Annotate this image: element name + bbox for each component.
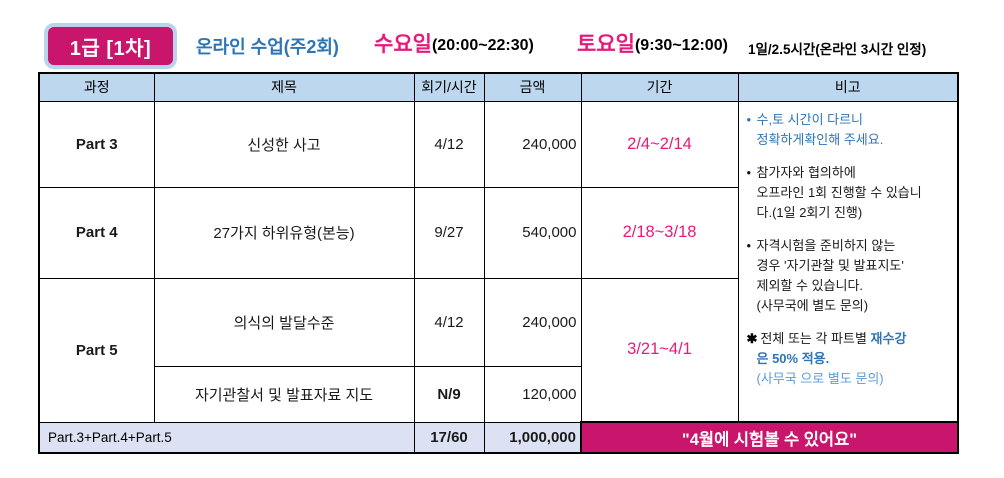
part3-sessions: 4/12: [413, 100, 485, 188]
column-header-price: 금액: [483, 72, 582, 102]
part4-price: 540,000: [483, 186, 582, 279]
total-price: 1,000,000: [483, 421, 582, 454]
level-badge-label: 1급 [1차]: [69, 37, 152, 60]
table-row-part5b: 자기관찰서 및 발표자료 지도 N/9 120,000: [39, 365, 958, 423]
level-badge: 1급 [1차]: [44, 23, 177, 69]
part3-price: 240,000: [483, 100, 582, 188]
part4-label: Part 4: [38, 186, 155, 279]
wednesday-time: (20:00~22:30): [431, 37, 534, 54]
table-header-row: 과정 제목 회기/시간 금액 기간 비고: [38, 72, 959, 102]
column-header-course: 과정: [38, 72, 155, 102]
table-row-part4: Part 4 27가지 하위유형(본능) 9/27 540,000 2/18~3…: [38, 186, 958, 279]
part3-period: 2/4~2/14: [580, 100, 739, 188]
course-type-label: 온라인 수업(주2회): [196, 37, 339, 57]
part5a-title: 의식의 발달수준: [153, 277, 415, 367]
wednesday-label: 수요일: [374, 33, 432, 56]
note-exam-exclusion: • 자격시험을 준비하지 않는 경우 '자기관찰 및 발표지도' 제외할 수 있습…: [746, 237, 904, 313]
column-header-period: 기간: [580, 72, 739, 102]
table-footer-row: Part.3+Part.4+Part.5 17/60 1,000,000 "4월…: [38, 421, 959, 454]
duration-note: 1일/2.5시간(온라인 3시간 인정): [748, 42, 927, 57]
column-header-title: 제목: [153, 72, 415, 102]
part3-label: Part 3: [38, 100, 155, 188]
part5-label: Part 5: [38, 277, 155, 423]
note-offline-option: • 참가자와 협의하에 오프라인 1회 진행할 수 있습니 다.(1일 2회기 진…: [746, 164, 922, 220]
table-row-part5a: Part 5 의식의 발달수준 4/12 240,000 3/21~4/1: [38, 277, 958, 423]
note-schedule-check: • 수,토 시간이 다르니 정확하게확인해 주세요.: [746, 111, 884, 147]
column-header-sessions: 회기/시간: [413, 72, 485, 102]
part4-title: 27가지 하위유형(본능): [153, 186, 415, 279]
part4-sessions: 9/27: [413, 186, 485, 279]
wednesday-schedule: 수요일(20:00~22:30): [374, 28, 534, 58]
exam-banner: "4월에 시험볼 수 있어요": [580, 421, 959, 454]
part5b-sessions: N/9: [413, 365, 485, 423]
part3-title: 신성한 사고: [153, 100, 415, 188]
part5a-price: 240,000: [483, 277, 582, 367]
part5a-sessions: 4/12: [413, 277, 485, 367]
column-header-remarks: 비고: [737, 72, 959, 102]
part5-period: 3/21~4/1: [580, 277, 739, 423]
part5b-title: 자기관찰서 및 발표자료 지도: [153, 365, 415, 423]
note-retake-discount: ✱ 전체 또는 각 파트별 재수강 은 50% 적용. (사무국 으로 별도 문의…: [746, 330, 907, 386]
saturday-schedule: 토요일(9:30~12:00): [577, 28, 728, 58]
saturday-time: (9:30~12:00): [634, 37, 728, 54]
schedule-table: 과정 제목 회기/시간 금액 기간 비고 Part 3 신성한 사고 4/12 …: [38, 72, 959, 454]
total-label: Part.3+Part.4+Part.5: [38, 421, 415, 454]
table-row-part3: Part 3 신성한 사고 4/12 240,000 2/4~2/14 • 수,토…: [38, 100, 959, 423]
asterisk-marker: ✱: [746, 330, 758, 346]
part5b-price: 120,000: [483, 365, 582, 423]
total-sessions: 17/60: [413, 421, 485, 454]
remarks-cell: • 수,토 시간이 다르니 정확하게확인해 주세요. • 참가자와 협의하에 오프라…: [737, 100, 959, 423]
part4-period: 2/18~3/18: [580, 186, 739, 279]
saturday-label: 토요일: [577, 33, 635, 56]
